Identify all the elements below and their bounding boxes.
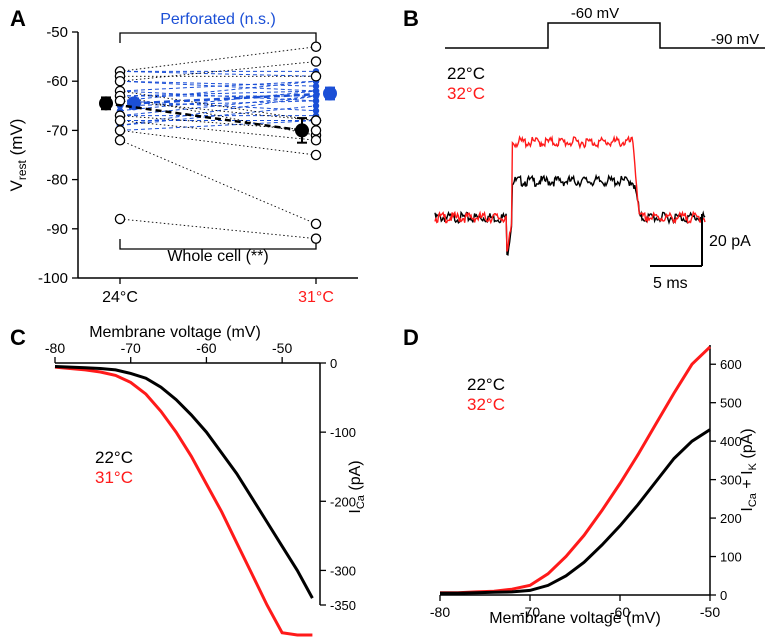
panel-b-step: -60 mV -90 mV: [445, 5, 765, 48]
panel-b-temp1: 22°C: [447, 64, 485, 83]
panel-b-svg: B -60 mV -90 mV 22°C 32°C 20 pA 5 ms: [395, 0, 775, 310]
panel-a-xticks: 24°C 31°C: [102, 278, 334, 306]
svg-text:-70: -70: [46, 122, 68, 139]
svg-text:0: 0: [720, 588, 727, 603]
panel-b-scale-x: 5 ms: [653, 275, 688, 292]
svg-text:-60: -60: [196, 340, 216, 356]
panel-a-label: A: [10, 6, 26, 31]
svg-text:-200: -200: [330, 494, 356, 509]
panel-a-top-text: Perforated (n.s.): [160, 11, 276, 28]
panel-d-label: D: [403, 325, 419, 350]
panel-b-step-from: -90 mV: [711, 31, 759, 48]
panel-c-temp1: 22°C: [95, 448, 133, 467]
svg-text:-80: -80: [45, 340, 65, 356]
panel-a-yticks: -50 -60 -70 -80 -90 -100: [38, 24, 78, 287]
figure-root: A -50 -60 -70 -80 -90 -100 24°C 31°C Vrest (mV…: [0, 0, 775, 637]
panel-c-svg: C -80 -70 -60 -50 0 -100 -200 -300 -350 Membran…: [0, 315, 390, 637]
svg-text:-60: -60: [46, 73, 68, 90]
panel-c-temp2: 31°C: [95, 468, 133, 487]
panel-d-xlabel: Membrane voltage (mV): [489, 610, 661, 627]
panel-a: A -50 -60 -70 -80 -90 -100 24°C 31°C Vrest (mV…: [0, 0, 390, 310]
svg-text:200: 200: [720, 511, 742, 526]
svg-text:500: 500: [720, 396, 742, 411]
svg-text:-100: -100: [330, 425, 356, 440]
svg-text:-350: -350: [330, 598, 356, 613]
panel-b-traces: [435, 137, 705, 255]
svg-text:-80: -80: [430, 604, 450, 620]
svg-text:600: 600: [720, 357, 742, 372]
panel-a-ylabel: Vrest (mV): [7, 119, 29, 192]
panel-a-svg: A -50 -60 -70 -80 -90 -100 24°C 31°C Vrest (mV…: [0, 0, 390, 310]
panel-d: D -80-70-60-50 0100200300400500600 Membr…: [395, 315, 775, 637]
panel-c-xticks: -80 -70 -60 -50: [45, 340, 293, 363]
panel-d-temp2: 32°C: [467, 395, 505, 414]
panel-b-temp2: 32°C: [447, 84, 485, 103]
svg-text:24°C: 24°C: [102, 289, 138, 306]
svg-text:100: 100: [720, 550, 742, 565]
panel-c: C -80 -70 -60 -50 0 -100 -200 -300 -350 Membran…: [0, 315, 390, 637]
panel-b: B -60 mV -90 mV 22°C 32°C 20 pA 5 ms: [395, 0, 775, 310]
svg-text:-50: -50: [700, 604, 720, 620]
panel-b-scale-y: 20 pA: [709, 233, 751, 250]
svg-text:-50: -50: [272, 340, 292, 356]
svg-text:-80: -80: [46, 172, 68, 189]
panel-b-label: B: [403, 6, 419, 31]
panel-d-svg: D -80-70-60-50 0100200300400500600 Membr…: [395, 315, 775, 637]
svg-text:-90: -90: [46, 221, 68, 238]
panel-a-wholecell-lines: [115, 42, 320, 243]
panel-a-bottom-text: Whole cell (**): [167, 248, 268, 265]
panel-d-ylabel: ICa + IK (pA): [739, 428, 759, 511]
panel-b-step-to: -60 mV: [571, 5, 619, 22]
panel-c-traces: [55, 367, 312, 636]
svg-text:31°C: 31°C: [298, 289, 334, 306]
panel-d-yticks: 0100200300400500600: [710, 357, 742, 603]
panel-d-temp1: 22°C: [467, 375, 505, 394]
svg-text:-300: -300: [330, 563, 356, 578]
panel-c-xlabel: Membrane voltage (mV): [89, 324, 261, 341]
panel-a-top-bracket: [120, 33, 316, 43]
panel-c-label: C: [10, 325, 26, 350]
panel-a-perforated-lines: [117, 68, 319, 133]
svg-text:-100: -100: [38, 270, 68, 287]
svg-text:-50: -50: [46, 24, 68, 41]
panel-b-scale: 20 pA 5 ms: [650, 214, 751, 292]
svg-text:0: 0: [330, 356, 337, 371]
svg-text:-70: -70: [121, 340, 141, 356]
